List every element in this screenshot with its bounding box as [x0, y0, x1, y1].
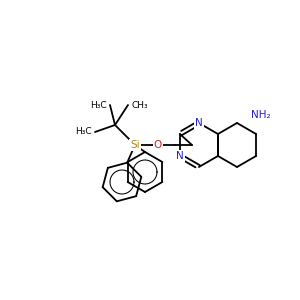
Text: N: N: [176, 151, 184, 161]
Text: N: N: [195, 118, 203, 128]
Text: NH₂: NH₂: [251, 110, 271, 120]
Text: H₃C: H₃C: [75, 128, 92, 136]
Text: Si: Si: [130, 140, 140, 150]
Text: O: O: [154, 140, 162, 150]
Text: H₃C: H₃C: [90, 100, 107, 109]
Text: CH₃: CH₃: [131, 100, 148, 109]
